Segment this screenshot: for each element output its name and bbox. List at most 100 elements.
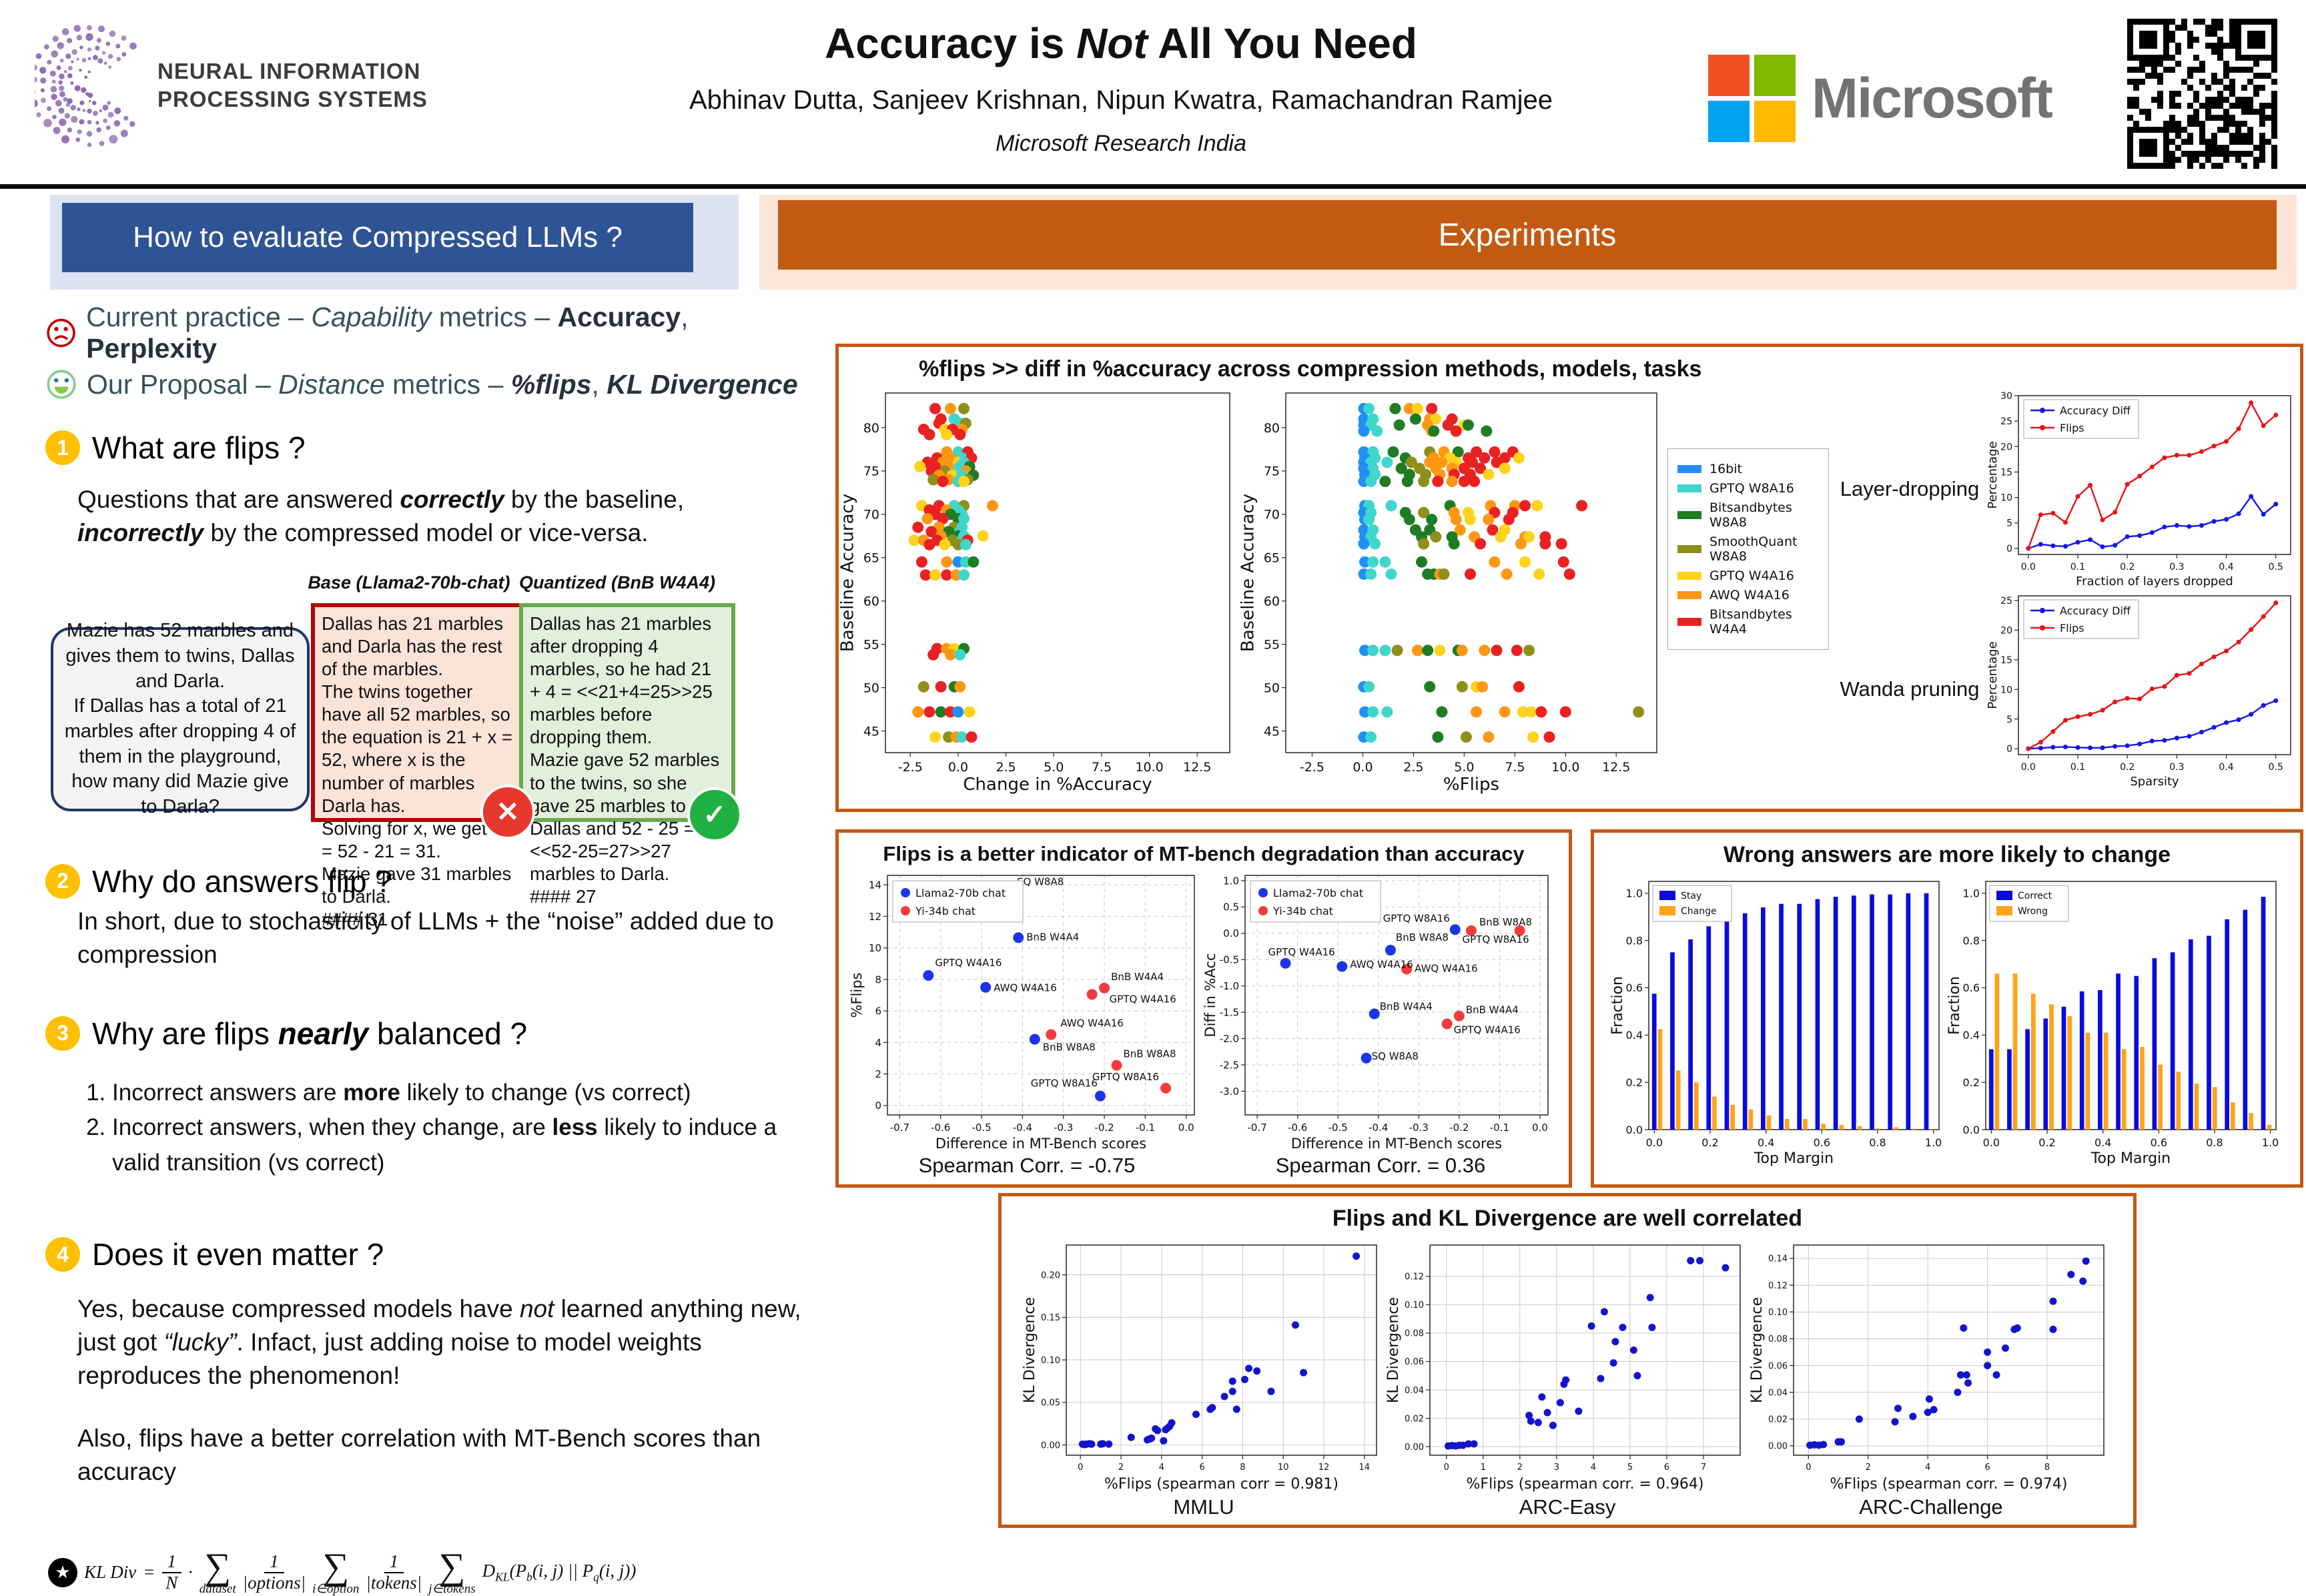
svg-text:0.4: 0.4 [1626,1029,1643,1042]
svg-text:-0.1: -0.1 [1490,1122,1509,1134]
svg-text:0.10: 0.10 [1405,1300,1424,1310]
neurips-swirl-icon [35,25,137,147]
svg-text:0.4: 0.4 [2219,762,2233,773]
svg-text:80: 80 [863,421,879,436]
svg-text:0.08: 0.08 [1405,1329,1424,1339]
svg-text:GPTQ W8A16: GPTQ W8A16 [1031,1078,1098,1090]
left-column: Current practice – Capability metrics – … [45,302,813,1595]
svg-text:0.00: 0.00 [1768,1442,1788,1452]
layer-dropping-label: Layer-dropping [1840,476,1980,500]
neurips-logo-text: NEURAL INFORMATION PROCESSING SYSTEMS [157,57,428,113]
svg-text:%Flips (spearman corr = 0.981): %Flips (spearman corr = 0.981) [1104,1476,1338,1493]
section4-p2: Also, flips have a better correlation wi… [77,1425,761,1485]
svg-text:2: 2 [1118,1463,1123,1473]
svg-text:60: 60 [863,594,879,609]
section2-body: In short, due to stochasticity of LLMs +… [77,907,774,968]
sum-options: ∑ i∈option [312,1545,360,1596]
section4-heading: 4 Does it even matter ? [45,1236,813,1272]
svg-text:%Flips: %Flips [1443,775,1499,794]
svg-text:0.5: 0.5 [2269,762,2283,773]
svg-text:20: 20 [2000,625,2012,636]
section4-p1: Yes, because compressed models have not … [77,1295,801,1390]
svg-text:BnB W4A4: BnB W4A4 [1466,1004,1519,1016]
svg-text:0.0: 0.0 [1626,1124,1643,1136]
svg-text:-0.3: -0.3 [1409,1122,1429,1134]
question-box: Mazie has 52 marbles and gives them to t… [51,620,310,817]
svg-text:0.4: 0.4 [1963,1029,1980,1042]
svg-text:0: 0 [2006,543,2012,554]
svg-text:KL Divergence: KL Divergence [1386,1297,1402,1403]
neurips-line1: NEURAL INFORMATION [157,59,421,84]
panel2-title: Flips is a better indicator of MT-bench … [883,842,1525,865]
left-banner: How to evaluate Compressed LLMs ? [62,203,693,272]
section2-heading: 2 Why do answers flip ? [45,863,813,899]
svg-text:GPTQ W4A16: GPTQ W4A16 [1110,993,1176,1005]
star-icon: ★ [48,1557,77,1587]
method-legend-item: Bitsandbytes W8A8 [1677,500,1819,530]
quantized-label: Quantized (BnB W4A4) [519,572,715,592]
svg-text:65: 65 [1264,551,1280,566]
svg-text:0.2: 0.2 [1701,1136,1718,1149]
chart-correct-wrong: 0.0 0.2 0.4 0.6 0.8 1.0 0.0 0.2 0.4 0.6 0.8 1.0 Top … [1946,873,2284,1167]
svg-text:0.00: 0.00 [1041,1441,1060,1451]
happy-face-icon [47,370,76,399]
correct-check-icon: ✓ [687,787,742,842]
section1-title: What are flips ? [92,430,306,465]
panel4-title: Flips and KL Divergence are well correla… [1332,1206,1803,1231]
svg-text:AWQ W4A16: AWQ W4A16 [1060,1018,1124,1030]
svg-text:0.14: 0.14 [1768,1254,1788,1264]
svg-text:10: 10 [869,942,881,954]
svg-text:0.4: 0.4 [1758,1136,1774,1149]
experiments-banner-band: Experiments [759,195,2297,290]
badge-4: 4 [45,1237,80,1272]
method-legend-item: GPTQ W8A16 [1677,481,1819,496]
base-answer-box: Dallas has 21 marbles and Darla has the … [311,603,527,929]
svg-text:BnB W4A4: BnB W4A4 [1111,971,1164,983]
svg-text:KL Divergence: KL Divergence [1022,1297,1038,1403]
svg-text:70: 70 [863,508,879,522]
svg-text:70: 70 [1264,508,1280,522]
svg-text:-0.6: -0.6 [1288,1122,1307,1134]
svg-text:55: 55 [1264,637,1280,652]
svg-text:0.15: 0.15 [1041,1313,1060,1323]
svg-text:0.0: 0.0 [1223,927,1239,939]
svg-text:14: 14 [1359,1463,1370,1473]
svg-text:4: 4 [1925,1463,1930,1473]
svg-text:0: 0 [2006,744,2012,755]
quantized-answer-box: Dallas has 21 marbles after dropping 4 m… [519,603,735,907]
svg-text:75: 75 [863,464,879,479]
svg-text:10.0: 10.0 [1551,760,1579,775]
svg-text:0.2: 0.2 [1963,1076,1980,1089]
panel-mtbench: Flips is a better indicator of MT-bench … [835,829,1572,1188]
svg-text:10.0: 10.0 [1135,760,1163,775]
svg-text:Fraction of layers dropped: Fraction of layers dropped [2076,574,2233,588]
svg-text:3: 3 [1553,1463,1559,1473]
svg-text:0.20: 0.20 [1041,1270,1060,1280]
svg-text:0.6: 0.6 [1963,981,1980,994]
svg-text:BnB W8A8: BnB W8A8 [1123,1048,1176,1060]
method-legend-item: GPTQ W4A16 [1677,568,1819,583]
svg-text:65: 65 [863,551,879,566]
svg-text:-1.5: -1.5 [1220,1007,1239,1019]
svg-text:0.0: 0.0 [1983,1136,2000,1149]
answer-box-labels: Base (Llama2-70b-chat) Quantized (BnB W4… [45,572,813,599]
section1-heading: 1 What are flips ? [45,430,813,466]
svg-text:%Flips (spearman corr. = 0.964: %Flips (spearman corr. = 0.964) [1466,1476,1703,1493]
svg-text:Change: Change [1681,906,1717,917]
svg-text:0.10: 0.10 [1041,1356,1060,1366]
method-legend-item: AWQ W4A16 [1677,588,1819,603]
svg-text:Diff in %Acc: Diff in %Acc [1204,953,1218,1037]
svg-text:30: 30 [2000,391,2012,402]
panel-wrong-answers: Wrong answers are more likely to change … [1591,829,2303,1188]
svg-text:20: 20 [2000,442,2012,452]
svg-text:-2.5: -2.5 [898,760,923,775]
chart-wanda-pruning: 0.0 0.1 0.2 0.3 0.4 0.5 0 5 10 15 20 25 Sparsity Perc… [1986,589,2300,789]
neurips-logo: NEURAL INFORMATION PROCESSING SYSTEMS [35,7,428,163]
svg-text:0.04: 0.04 [1405,1386,1424,1396]
svg-text:7: 7 [1700,1463,1705,1473]
microsoft-squares-icon [1708,55,1796,142]
svg-text:2.5: 2.5 [996,760,1016,775]
panel1-title: %flips >> diff in %accuracy across compr… [919,356,1702,382]
